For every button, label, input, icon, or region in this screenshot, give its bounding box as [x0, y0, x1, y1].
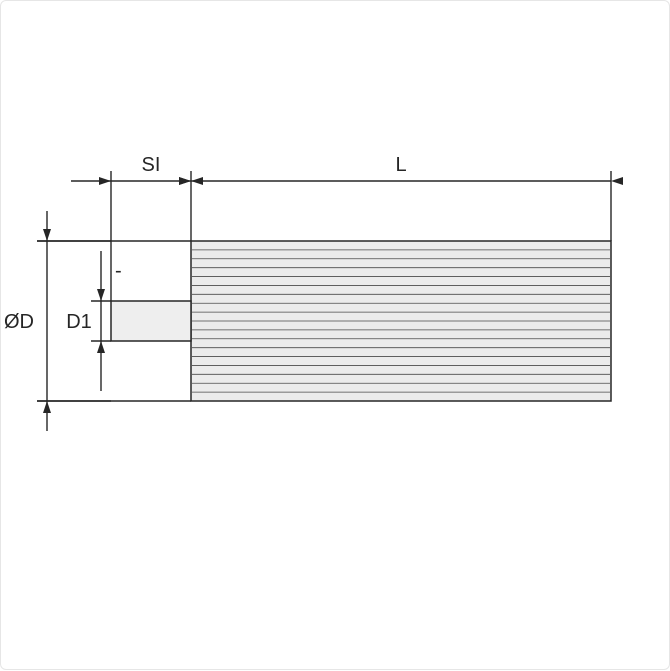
dim-label-diameter: ØD: [4, 311, 34, 333]
technical-drawing: SI L ØD D1 -: [1, 1, 670, 671]
dim-label-l: L: [395, 154, 406, 176]
dim-label-sl: SI: [142, 154, 161, 176]
dim-label-d1: D1: [66, 311, 92, 333]
tick-mark: -: [115, 260, 122, 282]
diagram-frame: { "diagram": { "type": "engineering-dime…: [0, 0, 670, 670]
shaft-stub: [111, 301, 191, 341]
